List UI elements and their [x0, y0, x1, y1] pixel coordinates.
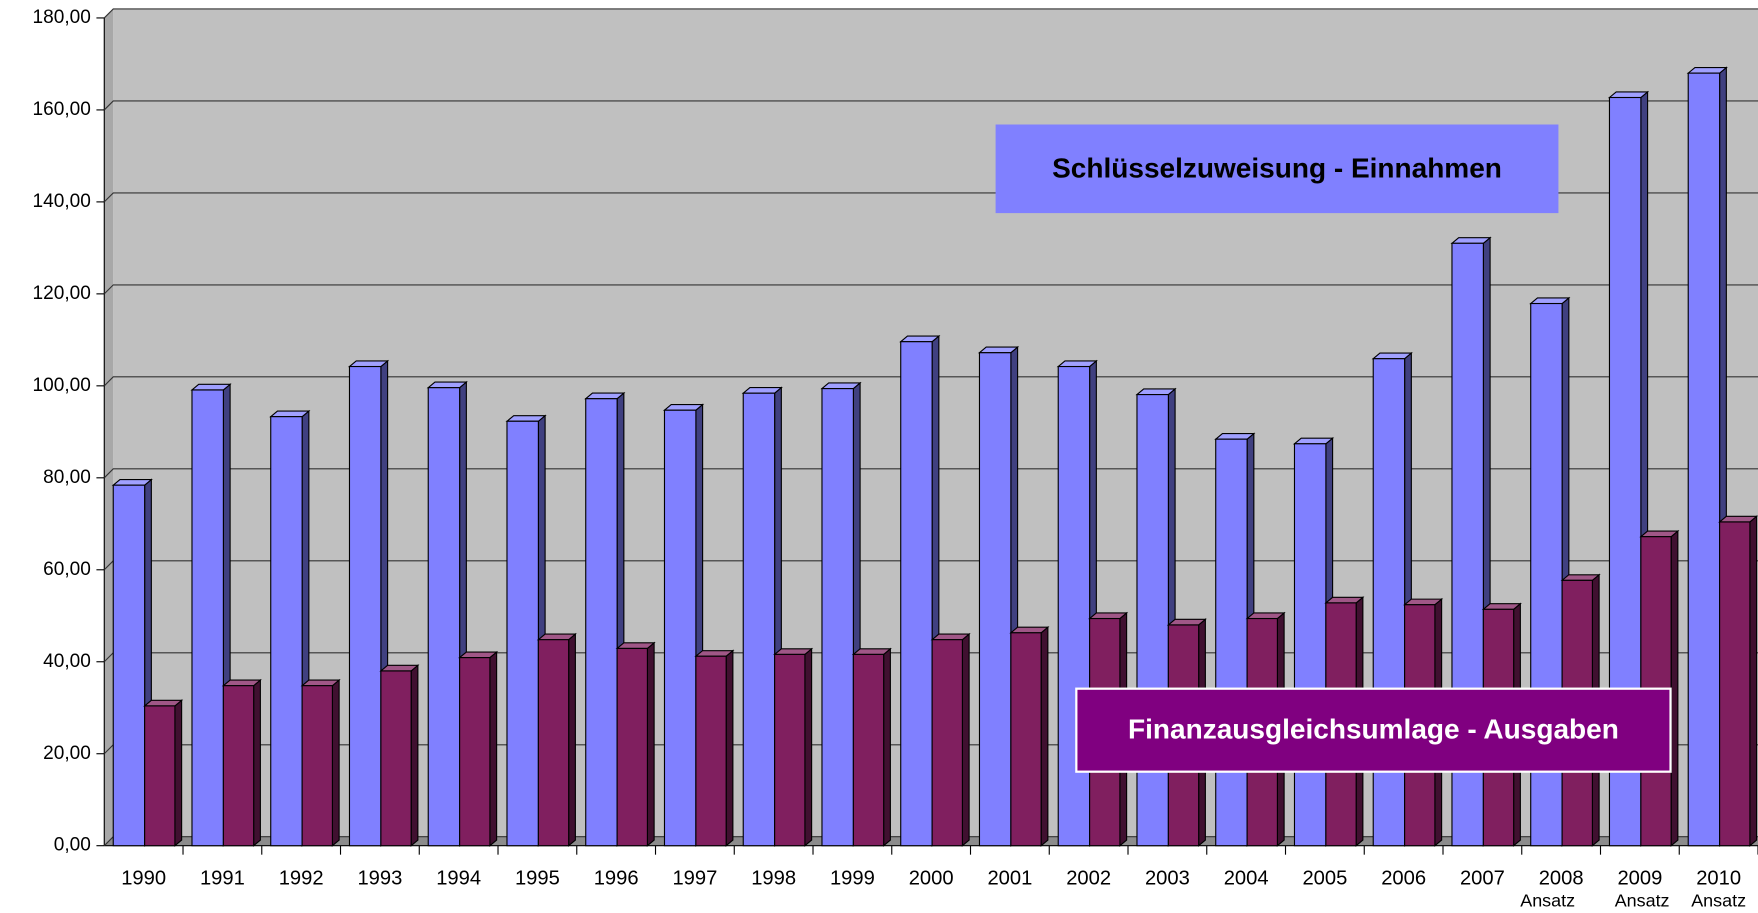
bar	[536, 632, 577, 847]
y-tick-label: 0,00	[54, 835, 91, 856]
bar	[426, 380, 468, 847]
y-tick-label: 100,00	[33, 375, 91, 396]
y-tick-label: 140,00	[33, 191, 91, 212]
bar	[1009, 625, 1050, 847]
x-tick-label: 1996	[594, 868, 639, 890]
bar	[1718, 515, 1758, 847]
bar	[930, 632, 971, 847]
y-tick-label: 120,00	[33, 283, 91, 304]
x-tick-label: 1995	[515, 868, 560, 890]
y-tick-label: 180,00	[33, 7, 91, 28]
x-tick-note: Ansatz	[1691, 891, 1746, 911]
x-tick-note: Ansatz	[1520, 891, 1575, 911]
x-tick-label: 1991	[200, 868, 245, 890]
x-tick-label: 2005	[1302, 868, 1347, 890]
y-tick-label: 40,00	[43, 651, 91, 672]
x-tick-label: 2010	[1696, 868, 1741, 890]
x-tick-label: 2004	[1224, 868, 1269, 890]
x-tick-label: 1997	[672, 868, 717, 890]
y-tick-label: 160,00	[33, 99, 91, 120]
bar	[615, 641, 656, 847]
legend-label: Finanzausgleichsumlage - Ausgaben	[1128, 714, 1619, 745]
bar	[143, 699, 184, 847]
bar	[773, 647, 814, 847]
x-tick-label: 2002	[1066, 868, 1111, 890]
grid-line	[103, 100, 1758, 111]
bar	[741, 386, 783, 847]
x-tick-note: Ansatz	[1615, 891, 1670, 911]
x-tick-label: 2007	[1460, 868, 1505, 890]
y-tick-label: 80,00	[43, 467, 91, 488]
bar	[300, 678, 341, 847]
grid-line	[103, 468, 1758, 479]
x-tick-label: 2003	[1145, 868, 1190, 890]
legend-box	[995, 124, 1559, 214]
bar	[379, 664, 420, 847]
x-tick-label: 1993	[357, 868, 402, 890]
x-tick-label: 2006	[1381, 868, 1426, 890]
legend-label: Schlüsselzuweisung - Einnahmen	[1052, 152, 1502, 183]
bar	[820, 381, 862, 847]
grid-line	[103, 284, 1758, 295]
x-tick-label: 1999	[830, 868, 875, 890]
x-tick-label: 1994	[436, 868, 481, 890]
x-tick-label: 2001	[987, 868, 1032, 890]
x-tick-label: 2009	[1617, 868, 1662, 890]
x-tick-label: 1992	[279, 868, 324, 890]
bar	[221, 678, 262, 847]
side-wall	[104, 8, 114, 846]
bar	[458, 650, 499, 847]
y-tick-label: 60,00	[43, 559, 91, 580]
bar	[694, 649, 735, 847]
x-tick-label: 2008	[1539, 868, 1584, 890]
legend-box	[1075, 687, 1672, 773]
x-tick-label: 2000	[909, 868, 954, 890]
grid-line	[103, 8, 1758, 19]
x-tick-label: 1990	[121, 868, 166, 890]
grid-line	[103, 376, 1758, 387]
x-tick-label: 1998	[751, 868, 796, 890]
bar	[851, 647, 892, 847]
y-tick-label: 20,00	[43, 743, 91, 764]
